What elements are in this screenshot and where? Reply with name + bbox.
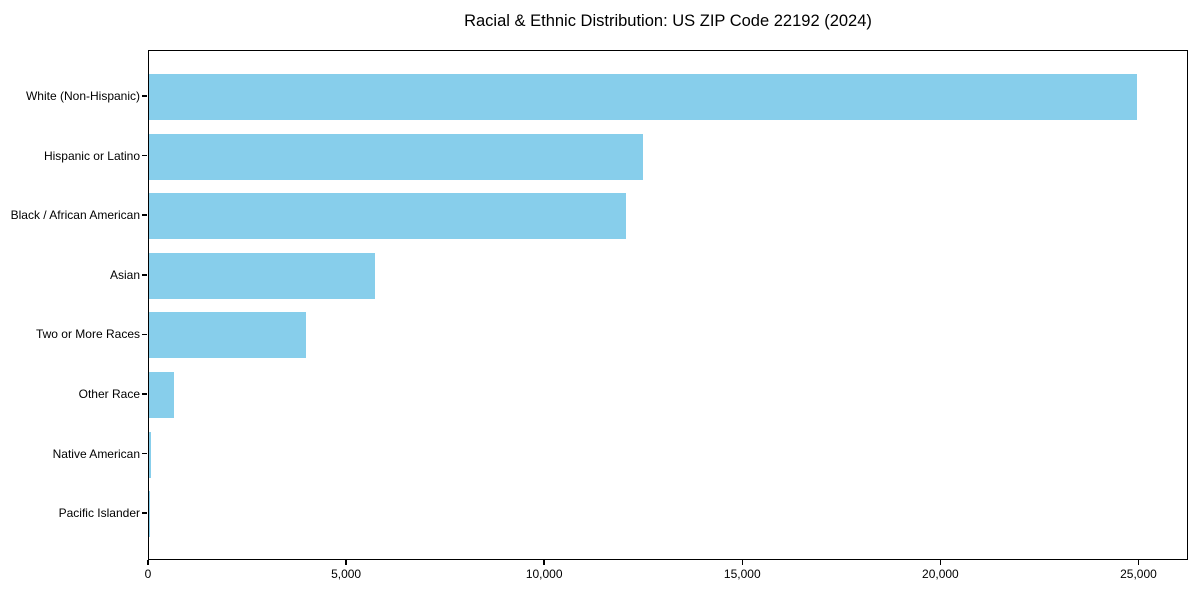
y-tick-label-two-or-more-races: Two or More Races [35, 327, 140, 342]
bar-pacific-islander [149, 491, 150, 538]
x-tick-label-25-000: 25,000 [1120, 567, 1157, 581]
y-tick-label-native-american: Native American [52, 446, 140, 461]
x-tick-mark [939, 560, 942, 565]
x-tick-mark [345, 560, 347, 565]
bar-native-american [149, 431, 151, 478]
bar-two-or-more-races [149, 312, 306, 359]
y-tick-mark [142, 452, 147, 455]
x-tick-label-0: 0 [144, 567, 152, 581]
bar-black-african-american [149, 193, 626, 240]
bar-other-race [149, 372, 174, 418]
y-tick-mark [142, 333, 147, 336]
x-tick-mark [741, 560, 744, 565]
bar-hispanic-or-latino [149, 133, 644, 180]
y-tick-mark [142, 274, 147, 276]
x-tick-label-5-000: 5,000 [331, 567, 362, 581]
bar-asian [149, 252, 375, 299]
y-tick-label-pacific-islander: Pacific Islander [58, 506, 140, 521]
y-tick-mark [142, 512, 147, 514]
y-tick-label-hispanic-or-latino: Hispanic or Latino [43, 148, 140, 163]
x-tick-mark [1137, 560, 1140, 565]
x-tick-label-15-000: 15,000 [723, 567, 761, 581]
x-tick-label-20-000: 20,000 [922, 567, 959, 581]
chart-title: Racial & Ethnic Distribution: US ZIP Cod… [464, 12, 872, 30]
y-tick-mark [142, 393, 147, 395]
plot-area [148, 50, 1188, 560]
y-tick-mark [142, 214, 147, 216]
x-tick-mark [147, 560, 149, 565]
bar-white-non-hispanic [149, 74, 1138, 120]
y-tick-label-asian: Asian [109, 267, 140, 282]
x-tick-mark [543, 560, 545, 565]
y-tick-label-black-african-american: Black / African American [10, 208, 140, 223]
y-tick-label-white-non-hispanic: White (Non-Hispanic) [25, 89, 140, 103]
y-tick-mark [142, 95, 147, 97]
y-tick-mark [142, 154, 147, 157]
x-tick-label-10-000: 10,000 [525, 567, 563, 581]
y-tick-label-other-race: Other Race [78, 387, 140, 401]
